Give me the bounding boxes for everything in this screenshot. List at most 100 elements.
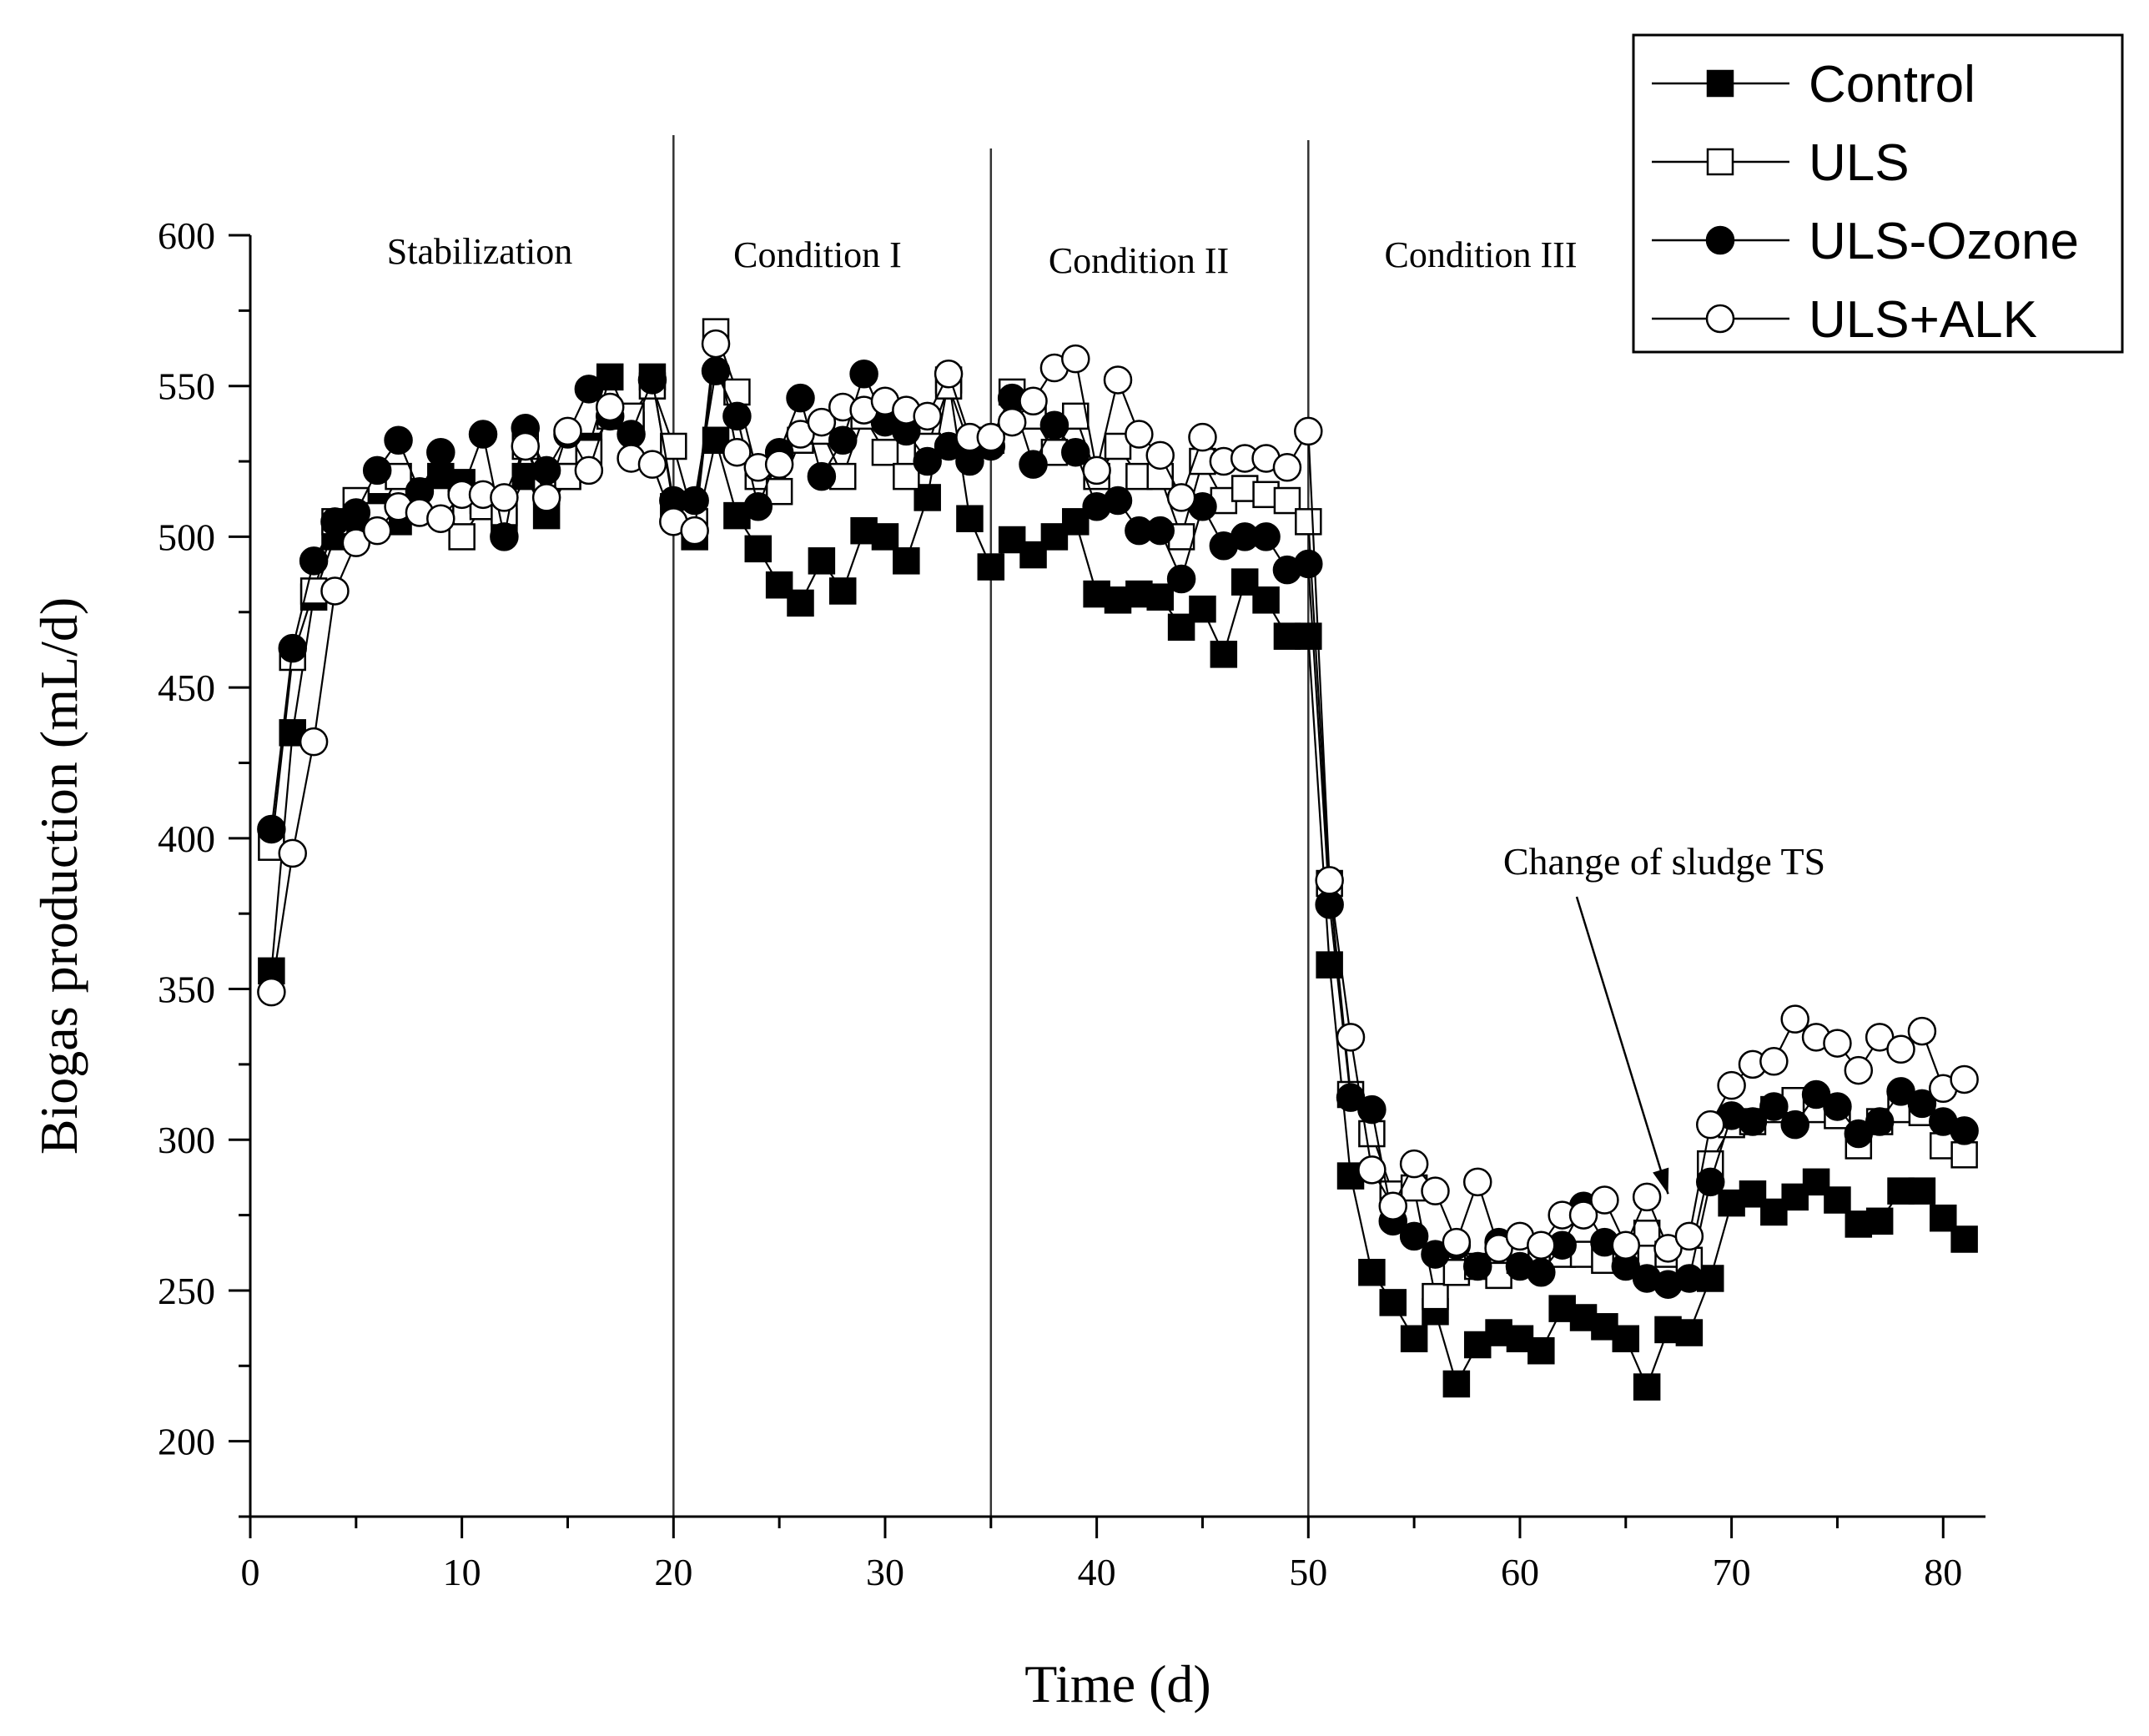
data-point <box>426 504 455 533</box>
data-point <box>1421 1176 1450 1205</box>
data-point <box>1357 1094 1387 1125</box>
data-point <box>893 547 920 575</box>
data-point <box>1166 564 1196 594</box>
x-tick-label: 40 <box>1078 1551 1116 1593</box>
x-tick-label: 20 <box>654 1551 692 1593</box>
phase-label: Condition II <box>1049 240 1229 281</box>
data-point <box>1399 1149 1429 1179</box>
x-tick-label: 30 <box>866 1551 904 1593</box>
data-point <box>637 365 667 395</box>
y-tick-label: 300 <box>158 1119 215 1161</box>
data-point <box>1568 1200 1598 1230</box>
data-point <box>828 577 857 605</box>
data-point <box>1611 1230 1641 1260</box>
data-point <box>448 523 476 551</box>
data-point <box>1844 1055 1874 1085</box>
data-point <box>1378 1191 1408 1220</box>
data-point <box>977 553 1005 581</box>
data-point <box>807 461 837 491</box>
data-point <box>1739 1180 1767 1208</box>
data-point <box>1760 1198 1788 1226</box>
y-tick-label: 200 <box>158 1421 215 1463</box>
data-point <box>786 383 815 413</box>
data-point <box>1019 386 1048 416</box>
data-point <box>1865 1207 1894 1235</box>
y-tick-label: 350 <box>158 969 215 1011</box>
data-point <box>849 359 878 389</box>
data-point <box>1357 1155 1387 1185</box>
data-point <box>1442 1370 1471 1398</box>
data-point <box>807 407 837 437</box>
data-point <box>828 425 858 455</box>
y-tick-label: 450 <box>158 667 215 709</box>
y-tick-label: 550 <box>158 365 215 408</box>
x-tick-label: 0 <box>241 1551 260 1593</box>
data-point <box>1295 622 1322 650</box>
axes: 200 250 300 350 400 450 500 550 600 0 10 20 30 40 50 60… <box>29 214 1985 1713</box>
data-point <box>1146 583 1174 611</box>
data-point <box>1527 1336 1555 1365</box>
data-point <box>362 455 392 486</box>
legend-item: Control <box>1652 56 1975 113</box>
data-point <box>1674 1264 1704 1293</box>
data-point <box>744 535 773 563</box>
data-point <box>1759 1092 1789 1121</box>
data-point <box>808 547 836 575</box>
data-point <box>574 455 604 486</box>
data-point <box>893 462 920 491</box>
data-point <box>1210 641 1238 668</box>
data-point <box>1294 416 1323 446</box>
data-point <box>637 450 667 479</box>
data-point <box>722 437 752 467</box>
data-point <box>257 977 286 1007</box>
x-tick-label: 50 <box>1289 1551 1327 1593</box>
legend-marker <box>1705 225 1735 255</box>
data-point <box>1336 1023 1366 1052</box>
y-tick-label: 500 <box>158 516 215 558</box>
data-point <box>531 483 561 512</box>
legend-marker <box>1705 304 1735 334</box>
data-point <box>1950 1225 1978 1253</box>
annotation-arrow <box>1575 896 1669 1195</box>
y-axis-title: Biogas production (mL/d) <box>29 597 88 1155</box>
data-point <box>320 576 350 606</box>
data-point <box>341 498 371 527</box>
data-point <box>1823 1029 1852 1058</box>
legend-item: ULS <box>1652 134 1910 192</box>
x-tick-label: 10 <box>443 1551 481 1593</box>
annotation-text: Change of sludge TS <box>1503 840 1825 883</box>
data-point <box>660 432 687 460</box>
data-point <box>1358 1120 1386 1148</box>
data-point <box>1442 1227 1472 1257</box>
data-point <box>1061 437 1090 467</box>
data-point <box>1695 1167 1725 1197</box>
data-point <box>1251 522 1281 551</box>
data-point <box>1780 1004 1809 1034</box>
data-point <box>701 329 731 359</box>
data-point <box>1908 1177 1936 1205</box>
data-point <box>701 356 731 385</box>
data-point <box>871 523 899 551</box>
phase-separators: Stabilization Condition I Condition II Cond… <box>387 135 1577 1517</box>
data-point <box>1167 613 1195 642</box>
data-point <box>511 431 541 461</box>
data-point <box>278 838 307 868</box>
data-point <box>1950 1064 1979 1094</box>
data-point <box>553 416 582 446</box>
data-point <box>1019 450 1048 479</box>
data-point <box>595 392 625 422</box>
legend-marker <box>1706 69 1734 98</box>
data-point <box>1462 1251 1492 1281</box>
data-point <box>680 486 709 516</box>
data-point <box>1125 420 1154 449</box>
annotation: Change of sludge TS <box>1503 840 1825 1195</box>
data-point <box>490 483 519 512</box>
data-point <box>1422 1282 1449 1311</box>
data-point <box>765 477 793 506</box>
data-point <box>1674 1221 1704 1251</box>
data-point <box>1145 440 1175 470</box>
legend-label: Control <box>1809 56 1975 113</box>
data-point <box>1061 344 1090 374</box>
data-point <box>1717 1070 1746 1100</box>
data-point <box>1612 1325 1640 1353</box>
